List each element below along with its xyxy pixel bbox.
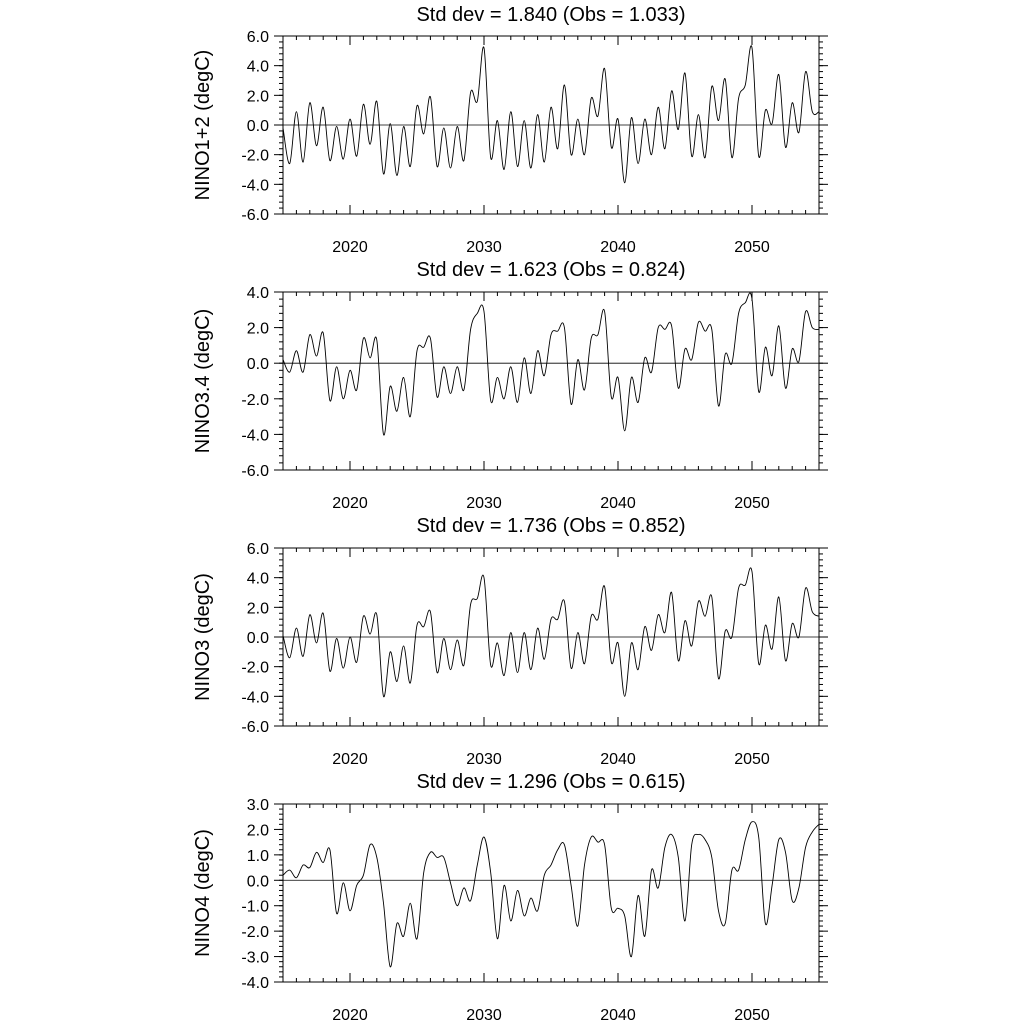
y-tick-label: -6.0 xyxy=(241,719,269,736)
y-tick-label: -6.0 xyxy=(241,207,269,224)
x-tick-label: 2030 xyxy=(466,495,502,512)
y-axis-label: NINO4 (degC) xyxy=(192,829,214,957)
y-tick-label: -2.0 xyxy=(241,392,269,409)
series-line-nino3-4 xyxy=(282,292,820,436)
y-tick-label: 0.0 xyxy=(247,630,269,647)
y-tick-label: 4.0 xyxy=(247,285,269,302)
y-tick-label: 0.0 xyxy=(247,356,269,373)
x-tick-label: 2020 xyxy=(332,239,368,256)
y-axis-label: NINO3 (degC) xyxy=(192,573,214,701)
series-line-nino1-2 xyxy=(282,45,820,184)
y-tick-label: 2.0 xyxy=(247,321,269,338)
x-tick-label: 2020 xyxy=(332,495,368,512)
chart-title: Std dev = 1.840 (Obs = 1.033) xyxy=(416,4,685,26)
y-tick-label: -1.0 xyxy=(241,899,269,916)
y-axis-label: NINO3.4 (degC) xyxy=(192,309,214,454)
x-tick-label: 2030 xyxy=(466,239,502,256)
chart-title: Std dev = 1.296 (Obs = 0.615) xyxy=(416,771,685,793)
panel-nino3: Std dev = 1.736 (Obs = 0.852) NINO3 (deg… xyxy=(192,515,828,768)
y-tick-label: -6.0 xyxy=(241,463,269,480)
y-tick-label: -4.0 xyxy=(241,689,269,706)
y-tick-label: -2.0 xyxy=(241,660,269,677)
y-tick-label: 6.0 xyxy=(247,541,269,558)
plot-frame xyxy=(282,291,820,471)
x-tick-label: 2030 xyxy=(466,751,502,768)
x-tick-label: 2040 xyxy=(600,495,636,512)
x-tick-label: 2050 xyxy=(734,751,770,768)
y-tick-label: -4.0 xyxy=(241,177,269,194)
x-tick-label: 2050 xyxy=(734,239,770,256)
y-tick-label: 2.0 xyxy=(247,88,269,105)
panel-nino34: Std dev = 1.623 (Obs = 0.824) NINO3.4 (d… xyxy=(192,259,828,512)
y-tick-label: -4.0 xyxy=(241,975,269,992)
y-tick-label: 4.0 xyxy=(247,59,269,76)
y-tick-label: 4.0 xyxy=(247,571,269,588)
y-tick-label: 0.0 xyxy=(247,118,269,135)
x-tick-label: 2020 xyxy=(332,751,368,768)
chart-title: Std dev = 1.736 (Obs = 0.852) xyxy=(416,515,685,537)
x-tick-label: 2030 xyxy=(466,1007,502,1024)
x-tick-label: 2040 xyxy=(600,1007,636,1024)
plot-frame xyxy=(282,803,820,983)
series-line-nino3 xyxy=(282,567,820,697)
y-axis-label: NINO1+2 (degC) xyxy=(192,50,214,201)
x-tick-label: 2040 xyxy=(600,239,636,256)
y-tick-label: -4.0 xyxy=(241,427,269,444)
y-tick-label: 2.0 xyxy=(247,600,269,617)
y-tick-label: -2.0 xyxy=(241,148,269,165)
y-tick-label: 2.0 xyxy=(247,822,269,839)
y-tick-label: -2.0 xyxy=(241,924,269,941)
chart-title: Std dev = 1.623 (Obs = 0.824) xyxy=(416,259,685,281)
panel-nino12: Std dev = 1.840 (Obs = 1.033) NINO1+2 (d… xyxy=(192,4,828,256)
y-tick-label: 6.0 xyxy=(247,29,269,46)
x-tick-label: 2020 xyxy=(332,1007,368,1024)
x-tick-label: 2050 xyxy=(734,495,770,512)
panel-nino4: Std dev = 1.296 (Obs = 0.615) NINO4 (deg… xyxy=(192,771,828,1024)
y-tick-label: 1.0 xyxy=(247,848,269,865)
series-line-nino4 xyxy=(282,821,820,968)
x-tick-label: 2040 xyxy=(600,751,636,768)
y-tick-label: -3.0 xyxy=(241,950,269,967)
x-tick-label: 2050 xyxy=(734,1007,770,1024)
y-tick-label: 0.0 xyxy=(247,873,269,890)
y-tick-label: 3.0 xyxy=(247,797,269,814)
